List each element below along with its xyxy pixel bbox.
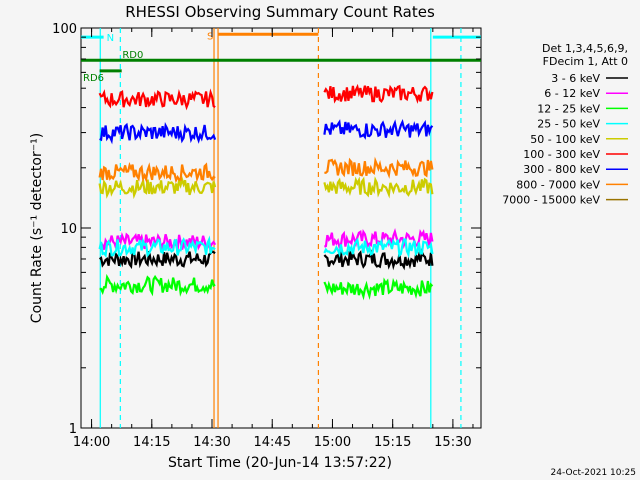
y-axis-label: Count Rate (s⁻¹ detector⁻¹) xyxy=(29,133,45,323)
series-line xyxy=(323,176,434,199)
y-tick-label: 10 xyxy=(60,222,77,237)
series-line xyxy=(323,277,434,301)
annotation-label: N xyxy=(107,33,114,44)
annotation-label: RD0 xyxy=(122,50,143,61)
legend-label: 6 - 12 keV xyxy=(544,87,600,100)
legend-label: 50 - 100 keV xyxy=(530,133,600,146)
legend-label: 3 - 6 keV xyxy=(551,72,600,85)
chart-title: RHESSI Observing Summary Count Rates xyxy=(125,3,435,21)
series-line xyxy=(323,237,434,259)
annotation-label: S xyxy=(207,31,213,42)
series-line xyxy=(98,162,216,184)
footer-timestamp: 24-Oct-2021 10:25 xyxy=(551,468,636,478)
annotation-label: RD6 xyxy=(83,73,104,84)
y-tick-label: 1 xyxy=(69,422,77,437)
legend-label: 100 - 300 keV xyxy=(523,148,600,161)
plot-area: N RD6 RD0 S 1 10 100 14:00 14:15 14:30 14:45 15:00 1… xyxy=(52,22,482,450)
x-tick-label: 15:30 xyxy=(434,435,471,450)
series-line xyxy=(323,248,434,271)
x-tick-label: 14:15 xyxy=(133,435,170,450)
legend-label: 300 - 800 keV xyxy=(523,163,600,176)
y-tick-label: 100 xyxy=(52,22,77,37)
series-line xyxy=(98,88,216,111)
legend: Det 1,3,4,5,6,9,FDecim 1, Att 0 3 - 6 keV… xyxy=(502,42,628,207)
series-line xyxy=(99,122,217,145)
series-line xyxy=(323,83,434,104)
x-tick-label: 15:00 xyxy=(314,435,351,450)
legend-label: 25 - 50 keV xyxy=(537,118,600,131)
x-tick-label: 15:15 xyxy=(374,435,411,450)
series-line xyxy=(98,250,216,270)
series-line xyxy=(98,235,216,259)
legend-header: Det 1,3,4,5,6,9, xyxy=(542,42,628,55)
series-line xyxy=(323,119,434,140)
legend-label: 7000 - 15000 keV xyxy=(502,194,600,207)
legend-label: 12 - 25 keV xyxy=(537,102,600,115)
legend-label: 800 - 7000 keV xyxy=(516,178,600,191)
x-axis-label: Start Time (20-Jun-14 13:57:22) xyxy=(168,455,392,471)
series-line xyxy=(324,156,434,179)
x-tick-label: 14:45 xyxy=(254,435,291,450)
series-line xyxy=(98,175,217,200)
series-line xyxy=(99,273,216,297)
plot-frame xyxy=(80,27,482,429)
x-tick-label: 14:00 xyxy=(73,435,110,450)
legend-header: FDecim 1, Att 0 xyxy=(543,55,628,68)
x-tick-label: 14:30 xyxy=(193,435,230,450)
